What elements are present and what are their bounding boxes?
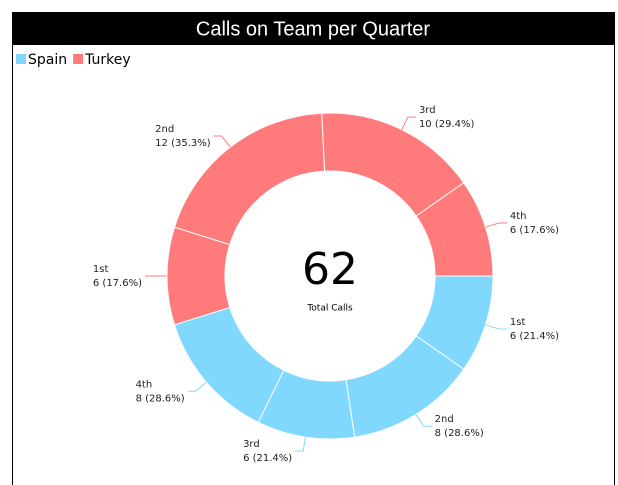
slice-category: 3rd — [243, 439, 260, 450]
chart-title: Calls on Team per Quarter — [196, 18, 431, 40]
legend-label: Spain — [28, 52, 67, 68]
slice-value-label: 10 (29.4%) — [419, 119, 475, 130]
leader-line — [401, 116, 416, 130]
slice-value-label: 8 (28.6%) — [136, 393, 185, 404]
slice-category: 2nd — [435, 414, 454, 425]
center-value: 62 — [302, 244, 358, 295]
slice-value-label: 6 (21.4%) — [510, 331, 559, 342]
leader-line — [415, 414, 432, 427]
slice-value-label: 6 (17.6%) — [510, 225, 559, 236]
slice-category: 2nd — [155, 124, 174, 135]
legend-swatch — [73, 54, 84, 64]
legend-label: Turkey — [84, 52, 131, 68]
leader-line — [295, 437, 306, 452]
slice — [415, 182, 494, 277]
slice-category: 4th — [510, 211, 527, 222]
slice-value-label: 6 (17.6%) — [93, 278, 142, 289]
slice-value-label: 8 (28.6%) — [435, 428, 484, 439]
legend-swatch — [16, 54, 26, 64]
slice-category: 1st — [510, 317, 526, 328]
leader-line — [213, 135, 231, 148]
center-label: Total Calls — [306, 304, 353, 314]
slice-category: 1st — [93, 264, 109, 275]
slice-category: 4th — [136, 379, 153, 390]
slice-category: 3rd — [419, 105, 436, 116]
slice-value-label: 6 (21.4%) — [243, 453, 292, 464]
slice-value-label: 12 (35.3%) — [155, 138, 211, 149]
leader-line — [485, 324, 507, 330]
leader-line — [485, 222, 507, 228]
leader-line — [187, 381, 207, 392]
title-bar — [12, 12, 615, 45]
